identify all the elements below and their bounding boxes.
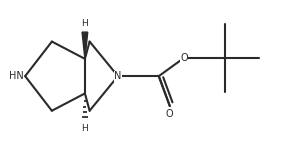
Text: H: H (82, 124, 88, 133)
Text: O: O (166, 109, 173, 119)
Text: HN: HN (9, 71, 23, 81)
Polygon shape (82, 32, 88, 59)
Text: O: O (180, 53, 188, 63)
Text: H: H (82, 19, 88, 28)
Text: N: N (114, 71, 122, 81)
